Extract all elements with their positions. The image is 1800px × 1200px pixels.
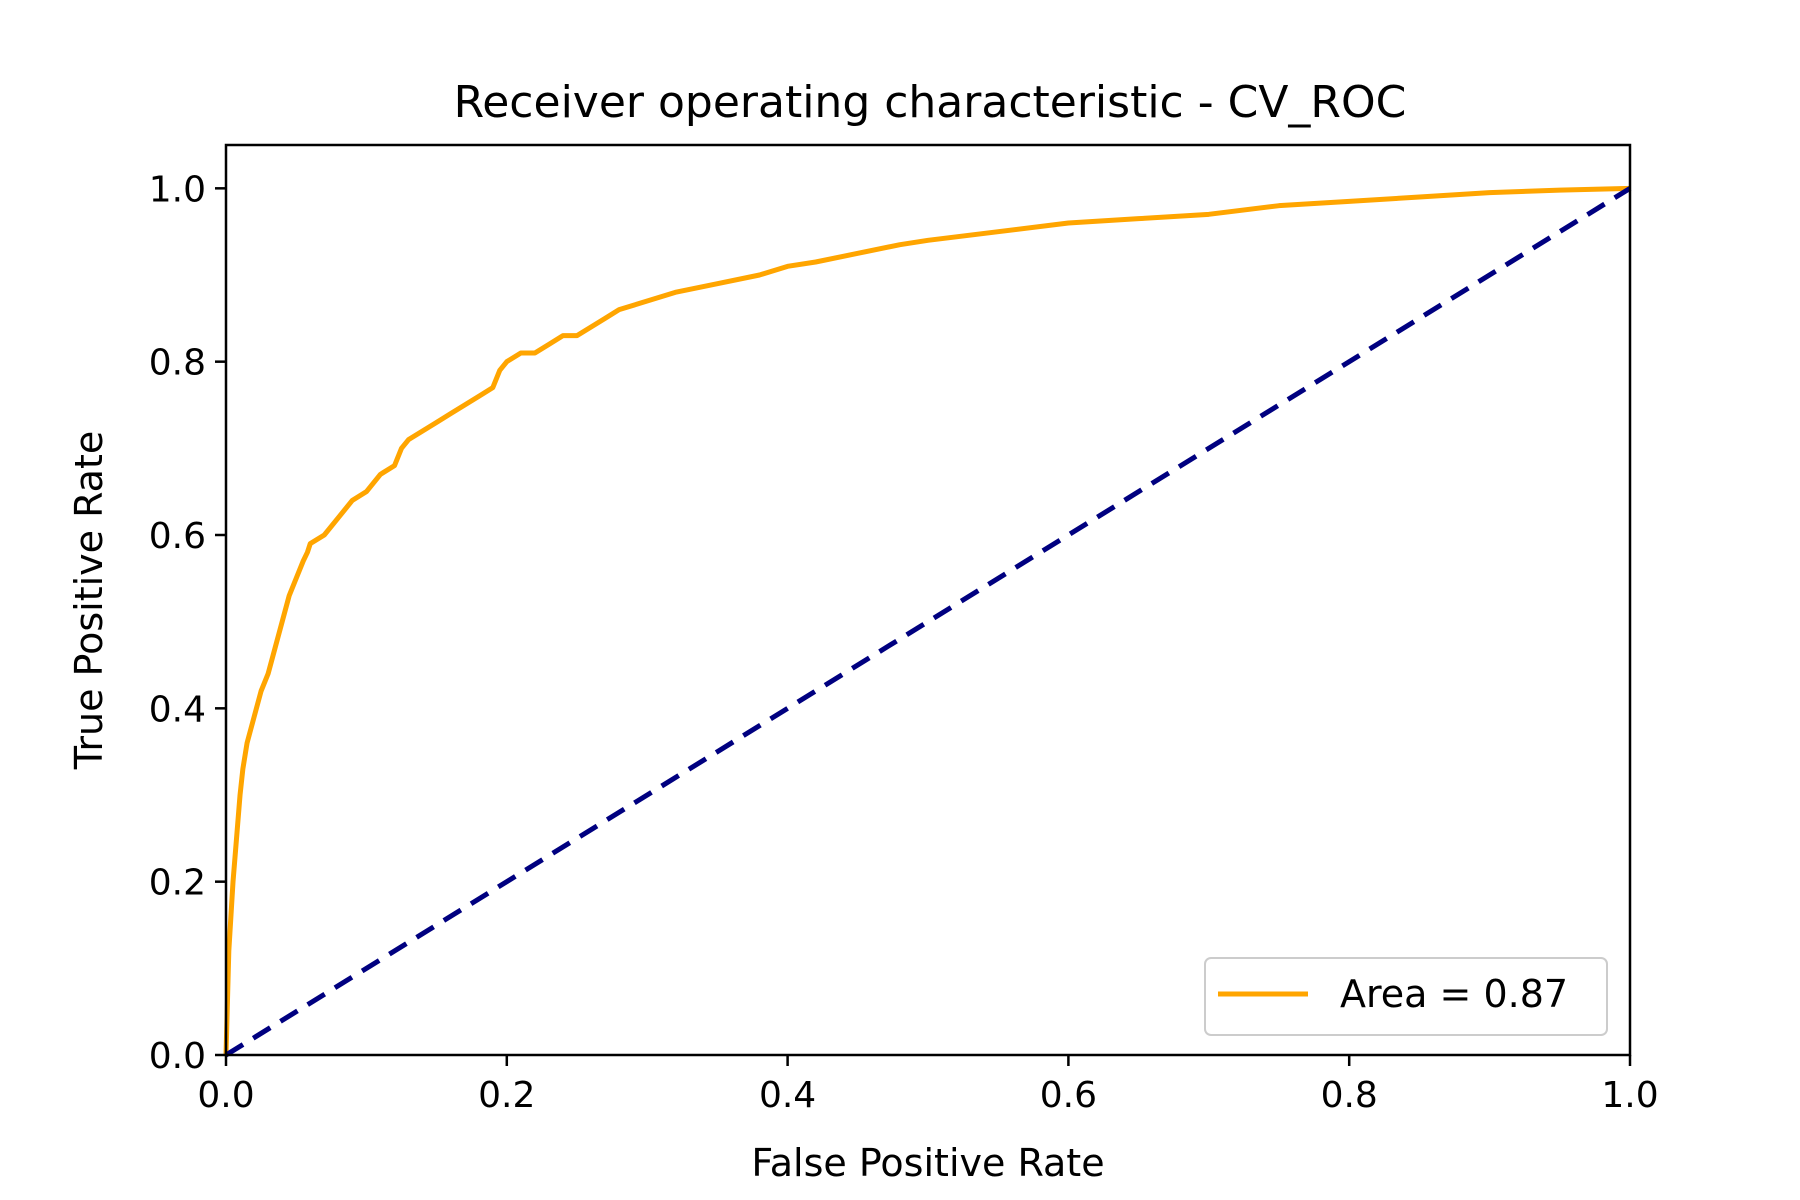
x-tick-label: 0.4 — [759, 1075, 816, 1116]
x-tick-label: 0.6 — [1040, 1075, 1097, 1116]
y-axis-label: True Positive Rate — [67, 431, 111, 771]
y-tick-label: 0.6 — [149, 516, 206, 557]
x-axis-label: False Positive Rate — [751, 1141, 1104, 1185]
legend-box — [1204, 957, 1608, 1036]
y-tick-label: 1.0 — [149, 169, 206, 210]
x-tick-label: 0.0 — [197, 1075, 254, 1116]
y-tick-label: 0.8 — [149, 343, 206, 384]
chart-title: Receiver operating characteristic - CV_R… — [454, 77, 1407, 128]
x-tick-label: 0.2 — [478, 1075, 535, 1116]
y-tick-label: 0.4 — [149, 689, 206, 730]
y-tick-label: 0.0 — [149, 1036, 206, 1077]
series-line-0 — [223, 185, 1631, 1056]
axis-ticks: 0.0 0.2 0.4 0.6 0.8 1.0 0.0 0.2 0.4 0.6 0.8 1.0 — [149, 169, 1659, 1116]
plot-area — [223, 185, 1632, 1058]
legend-label-area: Area = 0.87 — [1340, 972, 1568, 1016]
x-tick-label: 0.8 — [1321, 1075, 1378, 1116]
legend: Area = 0.87 — [1204, 957, 1608, 1036]
axes-frame — [224, 143, 1632, 1057]
series-line-reference — [224, 186, 1632, 1058]
x-tick-label: 1.0 — [1601, 1075, 1658, 1116]
y-tick-label: 0.2 — [149, 863, 206, 904]
